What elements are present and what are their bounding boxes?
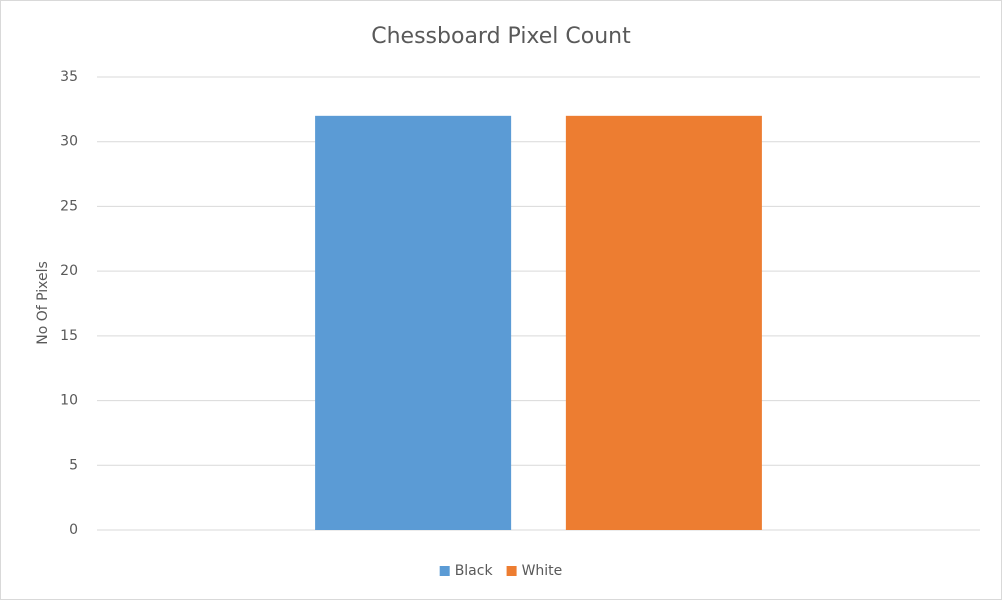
- legend-label: Black: [455, 563, 494, 579]
- y-tick-label: 0: [69, 522, 78, 538]
- y-tick-label: 10: [60, 393, 78, 409]
- chart-title: Chessboard Pixel Count: [371, 24, 631, 49]
- y-axis-label: No Of Pixels: [35, 261, 51, 345]
- legend-swatch: [506, 566, 517, 576]
- y-tick-label: 25: [60, 198, 78, 214]
- bar: [565, 115, 762, 530]
- bar: [315, 115, 512, 530]
- y-tick-label: 35: [60, 69, 78, 85]
- legend-label: White: [522, 563, 563, 579]
- y-tick-label: 15: [60, 328, 78, 344]
- legend-swatch: [439, 566, 450, 576]
- y-tick-label: 20: [60, 263, 78, 279]
- y-tick-label: 5: [69, 457, 78, 473]
- y-tick-label: 30: [60, 134, 78, 150]
